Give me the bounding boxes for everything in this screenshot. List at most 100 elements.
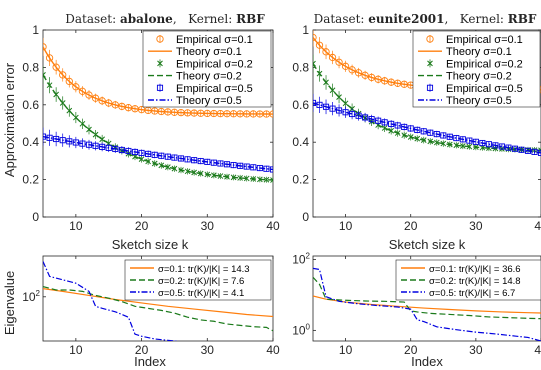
data-point [217,173,224,179]
legend-label: Theory σ=0.1 [446,46,512,58]
eigen-line [43,261,181,341]
axes-frame [312,29,541,218]
theory-line [43,135,273,171]
eigen-line [43,286,273,332]
legend-label: σ=0.5: tr(K)/|K| = 4.1 [158,288,244,299]
x-tick-label: 20 [135,219,149,233]
kernel-name: RBF [508,12,537,26]
data-point [433,139,440,146]
legend-label: σ=0.2: tr(K)/|K| = 7.6 [158,276,244,287]
x-tick-label: 10 [339,343,353,357]
xlabel-top-left: Sketch size k [112,237,189,252]
data-point [459,143,466,149]
data-point [367,73,376,82]
data-point [322,103,330,110]
y-tick-label: 1 [302,23,309,37]
x-tick-label: 10 [339,219,353,233]
y-tick-label: 0.6 [292,98,309,112]
legend-label: σ=0.1: tr(K)/|K| = 14.3 [158,264,250,275]
panel-bottom-left: 10 20 30 40 102 σ=0.1: tr(K)/|K| = 14.3σ=0.2:… [22,255,280,357]
title-top-right: Dataset: eunite2001, Kernel: RBF [314,12,537,26]
y-tick-label: 100 [292,322,310,337]
data-point [45,54,54,62]
x-tick-label: 30 [469,219,483,233]
data-point [269,166,273,173]
legend: σ=0.1: tr(K)/|K| = 14.3σ=0.2: tr(K)/|K| … [124,259,272,301]
data-point [98,97,106,105]
title-prefix: Dataset: [65,12,120,26]
legend-label: Empirical σ=0.2 [446,58,523,70]
title-mid: , Kernel: [173,12,236,26]
title-prefix: Dataset: [314,12,369,26]
data-point [335,58,343,66]
data-point [43,43,47,51]
legend-label: Theory σ=0.2 [176,71,242,83]
data-point [361,71,369,79]
data-point [354,69,363,77]
data-point [322,48,330,56]
legend-label: Empirical σ=0.5 [176,83,253,95]
legend-swatch [156,35,164,43]
data-point [230,162,237,169]
legend-swatch [157,60,163,67]
data-point [374,75,382,83]
legend: σ=0.1: tr(K)/|K| = 36.6σ=0.2: tr(K)/|K| … [395,259,541,301]
data-point [165,164,171,170]
data-point [348,66,356,74]
xlabel-bottom-right: Index [411,354,443,369]
eigen-line [43,288,273,318]
legend-swatch [156,84,164,91]
title-mid: , Kernel: [445,12,508,26]
x-tick-label: 30 [201,219,215,233]
legend-label: Theory σ=0.5 [176,95,242,107]
axes-frame [42,29,274,218]
dataset-name: eunite2001 [368,12,444,26]
y-tick-label: 0.8 [292,60,309,74]
y-tick-label: 102 [22,289,40,304]
y-tick-label: 1 [32,23,39,37]
legend-label: σ=0.5: tr(K)/|K| = 6.7 [429,288,515,299]
legend-label: Theory σ=0.5 [446,95,512,107]
panel-bottom-right: 10203040100102σ=0.1: tr(K)/|K| = 36.6σ=0… [292,252,541,357]
data-point [237,175,243,181]
x-tick-label: 20 [404,219,418,233]
data-point [91,94,100,102]
theory-line [43,46,273,115]
legend-label: Empirical σ=0.1 [176,34,253,46]
x-tick-label: 40 [534,343,541,357]
legend-swatch [426,84,434,91]
y-tick-label: 0.6 [22,98,39,112]
axes-frame [312,255,541,342]
data-point [407,134,414,140]
y-tick-label: 0.2 [292,173,309,187]
data-point [78,87,87,95]
xlabel-top-right: Sketch size k [389,237,466,252]
data-point [313,33,317,42]
data-point [85,91,93,99]
legend-label: σ=0.1: tr(K)/|K| = 36.6 [429,264,521,275]
data-point [313,99,317,106]
eigen-line [313,276,541,320]
data-point [191,169,197,176]
data-point [329,105,336,112]
title-top-left: Dataset: abalone, Kernel: RBF [65,12,265,26]
data-point [341,62,350,70]
legend-label: Theory σ=0.1 [176,46,242,58]
x-tick-label: 40 [266,343,280,357]
dataset-name: abalone [120,12,173,26]
y-tick-label: 0 [302,210,309,224]
data-point [381,125,388,131]
y-tick-label: 0 [32,210,39,224]
data-point [138,156,145,162]
theory-line [313,102,541,154]
legend-label: σ=0.2: tr(K)/|K| = 14.8 [429,276,521,287]
legend-label: Theory σ=0.2 [446,71,512,83]
legend-label: Empirical σ=0.5 [446,83,523,95]
plot-area [43,37,273,184]
plot-area [313,267,541,341]
legend-box [142,30,272,108]
y-tick-label: 0.4 [22,135,39,149]
y-tick-label: 102 [292,252,310,267]
